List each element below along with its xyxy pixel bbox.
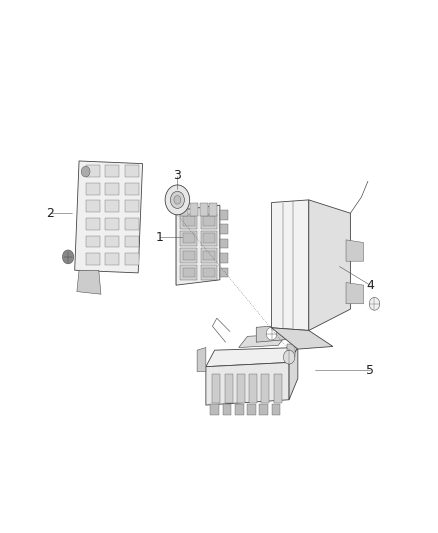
Bar [180,203,188,216]
Bar [212,374,220,403]
Bar [259,404,268,415]
Bar [203,233,215,243]
Bar [180,231,197,246]
Circle shape [266,327,277,340]
Bar [203,251,215,260]
Bar [237,374,245,403]
Bar [125,236,139,247]
Bar [105,218,119,230]
Bar [125,165,139,177]
Bar [183,251,195,260]
Bar [85,165,99,177]
Polygon shape [346,282,364,304]
Bar [125,183,139,195]
Bar [85,218,99,230]
Bar [105,200,119,212]
Bar [201,248,217,263]
Bar [105,236,119,247]
Polygon shape [239,334,287,348]
Bar [261,374,269,403]
Bar [125,218,139,230]
Bar [287,344,295,357]
Bar [274,374,282,403]
Bar [220,253,228,263]
Polygon shape [176,205,185,285]
Bar [225,374,233,403]
Bar [249,374,257,403]
Bar [220,268,228,277]
Circle shape [81,166,90,177]
Text: 3: 3 [173,169,181,182]
Text: 4: 4 [366,279,374,292]
Polygon shape [197,348,206,372]
Bar [220,224,228,234]
Bar [125,253,139,265]
Polygon shape [206,362,289,405]
Bar [220,210,228,220]
Polygon shape [256,325,287,342]
Bar [223,404,231,415]
Polygon shape [289,348,298,400]
Polygon shape [272,328,333,349]
Bar [210,404,219,415]
Bar [105,165,119,177]
Bar [85,253,99,265]
Bar [209,203,217,216]
Bar [190,203,198,216]
Bar [220,239,228,248]
Bar [203,216,215,226]
Bar [105,253,119,265]
Bar [180,265,197,280]
Text: 2: 2 [46,207,54,220]
Bar [183,233,195,243]
Bar [200,203,208,216]
Bar [85,183,99,195]
Bar [203,268,215,277]
Bar [183,216,195,226]
Bar [105,183,119,195]
Circle shape [62,250,74,264]
Polygon shape [346,240,364,261]
Bar [125,200,139,212]
Text: 5: 5 [366,364,374,377]
Bar [183,268,195,277]
Polygon shape [74,161,143,273]
Circle shape [165,185,190,215]
Bar [272,404,280,415]
Circle shape [170,191,184,208]
Circle shape [283,350,295,364]
Bar [247,404,256,415]
Bar [235,404,244,415]
Bar [180,248,197,263]
Bar [201,231,217,246]
Polygon shape [309,200,350,330]
Bar [201,214,217,229]
Polygon shape [206,348,298,367]
Text: 1: 1 [156,231,164,244]
Polygon shape [77,270,101,294]
Bar [201,265,217,280]
Circle shape [369,297,380,310]
Bar [180,214,197,229]
Polygon shape [272,200,309,330]
Bar [85,200,99,212]
Bar [85,236,99,247]
Polygon shape [176,205,220,285]
Circle shape [174,196,181,204]
